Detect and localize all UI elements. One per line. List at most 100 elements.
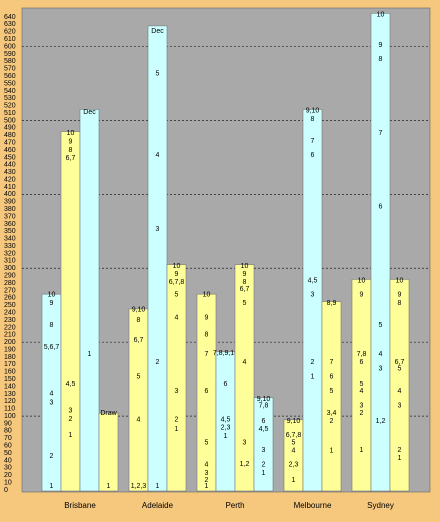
bar-marker-label: 3 <box>156 226 160 233</box>
bar-marker-label: 3 <box>69 408 73 415</box>
bar-marker-label: 1 <box>330 448 334 455</box>
y-tick-label: 20 <box>4 472 12 479</box>
bar-marker-label: 7,8 <box>259 403 269 410</box>
y-tick-label: 320 <box>4 250 16 257</box>
bar-marker-label: 8,9 <box>327 300 337 307</box>
bar-marker-label: 5 <box>330 388 334 395</box>
bar-marker-label: 5 <box>156 71 160 78</box>
y-tick-label: 450 <box>4 154 16 161</box>
bar-marker-label: 4,5 <box>308 278 318 285</box>
y-tick-label: 430 <box>4 169 16 176</box>
bar <box>166 264 187 492</box>
bar-marker-label: 4 <box>379 351 383 358</box>
y-tick-label: 0 <box>4 487 8 494</box>
bar-marker-label: 3 <box>262 447 266 454</box>
bar-marker-label: 9,10 <box>306 108 320 115</box>
bar-marker-label: 2 <box>360 410 364 417</box>
y-tick-label: 30 <box>4 465 12 472</box>
bar-marker-label: 7 <box>205 351 209 358</box>
y-tick-label: 200 <box>4 339 16 346</box>
x-category-label: Melbourne <box>294 501 332 510</box>
y-tick-label: 290 <box>4 273 16 280</box>
bar-marker-label: 4,5 <box>259 426 269 433</box>
y-tick-label: 570 <box>4 66 16 73</box>
y-tick-label: 460 <box>4 147 16 154</box>
bar-marker-label: 4 <box>50 391 54 398</box>
bar-marker-label: 8 <box>205 332 209 339</box>
y-tick-label: 50 <box>4 450 12 457</box>
y-tick-label: 520 <box>4 103 16 110</box>
bar-marker-label: 2,3 <box>221 425 231 432</box>
bar-marker-label: 5 <box>360 381 364 388</box>
y-tick-label: 370 <box>4 213 16 220</box>
bar <box>79 109 100 492</box>
y-tick-label: 490 <box>4 125 16 132</box>
bar-marker-label: Dec <box>83 109 96 116</box>
bar-marker-label: 9 <box>175 271 179 278</box>
bar-marker-label: 10 <box>173 263 181 270</box>
bar-marker-label: 4,5 <box>66 381 76 388</box>
y-tick-label: 140 <box>4 383 16 390</box>
y-tick-label: 70 <box>4 435 12 442</box>
bar-marker-label: 9 <box>398 292 402 299</box>
y-tick-label: 620 <box>4 29 16 36</box>
y-tick-label: 440 <box>4 162 16 169</box>
y-tick-label: 600 <box>4 43 16 50</box>
bar-marker-label: 1 <box>205 483 209 490</box>
bar-marker-label: 7,8 <box>357 351 367 358</box>
y-tick-label: 230 <box>4 317 16 324</box>
bar-marker-label: 9 <box>205 315 209 322</box>
bar-marker-label: 1 <box>224 433 228 440</box>
bar-marker-label: 6 <box>330 374 334 381</box>
y-tick-label: 590 <box>4 51 16 58</box>
bar-marker-label: 1 <box>262 470 266 477</box>
bar-marker-label: 7 <box>379 130 383 137</box>
bar-marker-label: 1 <box>398 455 402 462</box>
y-tick-label: 400 <box>4 191 16 198</box>
y-tick-label: 510 <box>4 110 16 117</box>
y-tick-label: 40 <box>4 457 12 464</box>
bar-marker-label: 2 <box>50 453 54 460</box>
bar <box>302 109 323 492</box>
bar-marker-label: 9 <box>379 42 383 49</box>
bar-marker-label: 6,7 <box>134 337 144 344</box>
bar-marker-label: 10 <box>48 292 56 299</box>
y-tick-label: 410 <box>4 184 16 191</box>
bar-marker-label: 1 <box>360 447 364 454</box>
x-category-label: Perth <box>225 501 244 510</box>
x-category-label: Brisbane <box>64 501 96 510</box>
bar <box>389 279 410 492</box>
y-tick-label: 340 <box>4 236 16 243</box>
bar-marker-label: 1 <box>292 477 296 484</box>
y-tick-label: 10 <box>4 479 12 486</box>
bar-marker-label: 5 <box>137 374 141 381</box>
y-tick-label: 390 <box>4 199 16 206</box>
y-tick-label: 60 <box>4 443 12 450</box>
bar-marker-label: 1,2,3 <box>131 483 147 490</box>
bar-marker-label: 5 <box>243 300 247 307</box>
bar-marker-label: 2 <box>69 416 73 423</box>
y-tick-label: 420 <box>4 176 16 183</box>
bar <box>234 264 255 492</box>
y-tick-label: 110 <box>4 406 15 413</box>
x-category-label: Adelaide <box>142 501 174 510</box>
y-tick-label: 80 <box>4 428 12 435</box>
bar-marker-label: 3 <box>50 400 54 407</box>
bar <box>321 301 342 492</box>
bar-marker-label: 3 <box>311 292 315 299</box>
bar-marker-label: 3 <box>175 388 179 395</box>
bar-marker-label: 1 <box>69 432 73 439</box>
y-tick-label: 480 <box>4 132 16 139</box>
bar-marker-label: 6 <box>379 204 383 211</box>
bar-marker-label: 8 <box>379 56 383 63</box>
bar-marker-label: 6 <box>224 381 228 388</box>
y-tick-label: 250 <box>4 302 16 309</box>
bar-marker-label: 10 <box>377 12 385 19</box>
y-tick-label: 580 <box>4 58 16 65</box>
bar-marker-label: 7 <box>311 138 315 145</box>
bar-marker-label: 4 <box>175 315 179 322</box>
bar-marker-label: 9,10 <box>287 418 301 425</box>
bar-marker-label: 9,10 <box>257 396 271 403</box>
